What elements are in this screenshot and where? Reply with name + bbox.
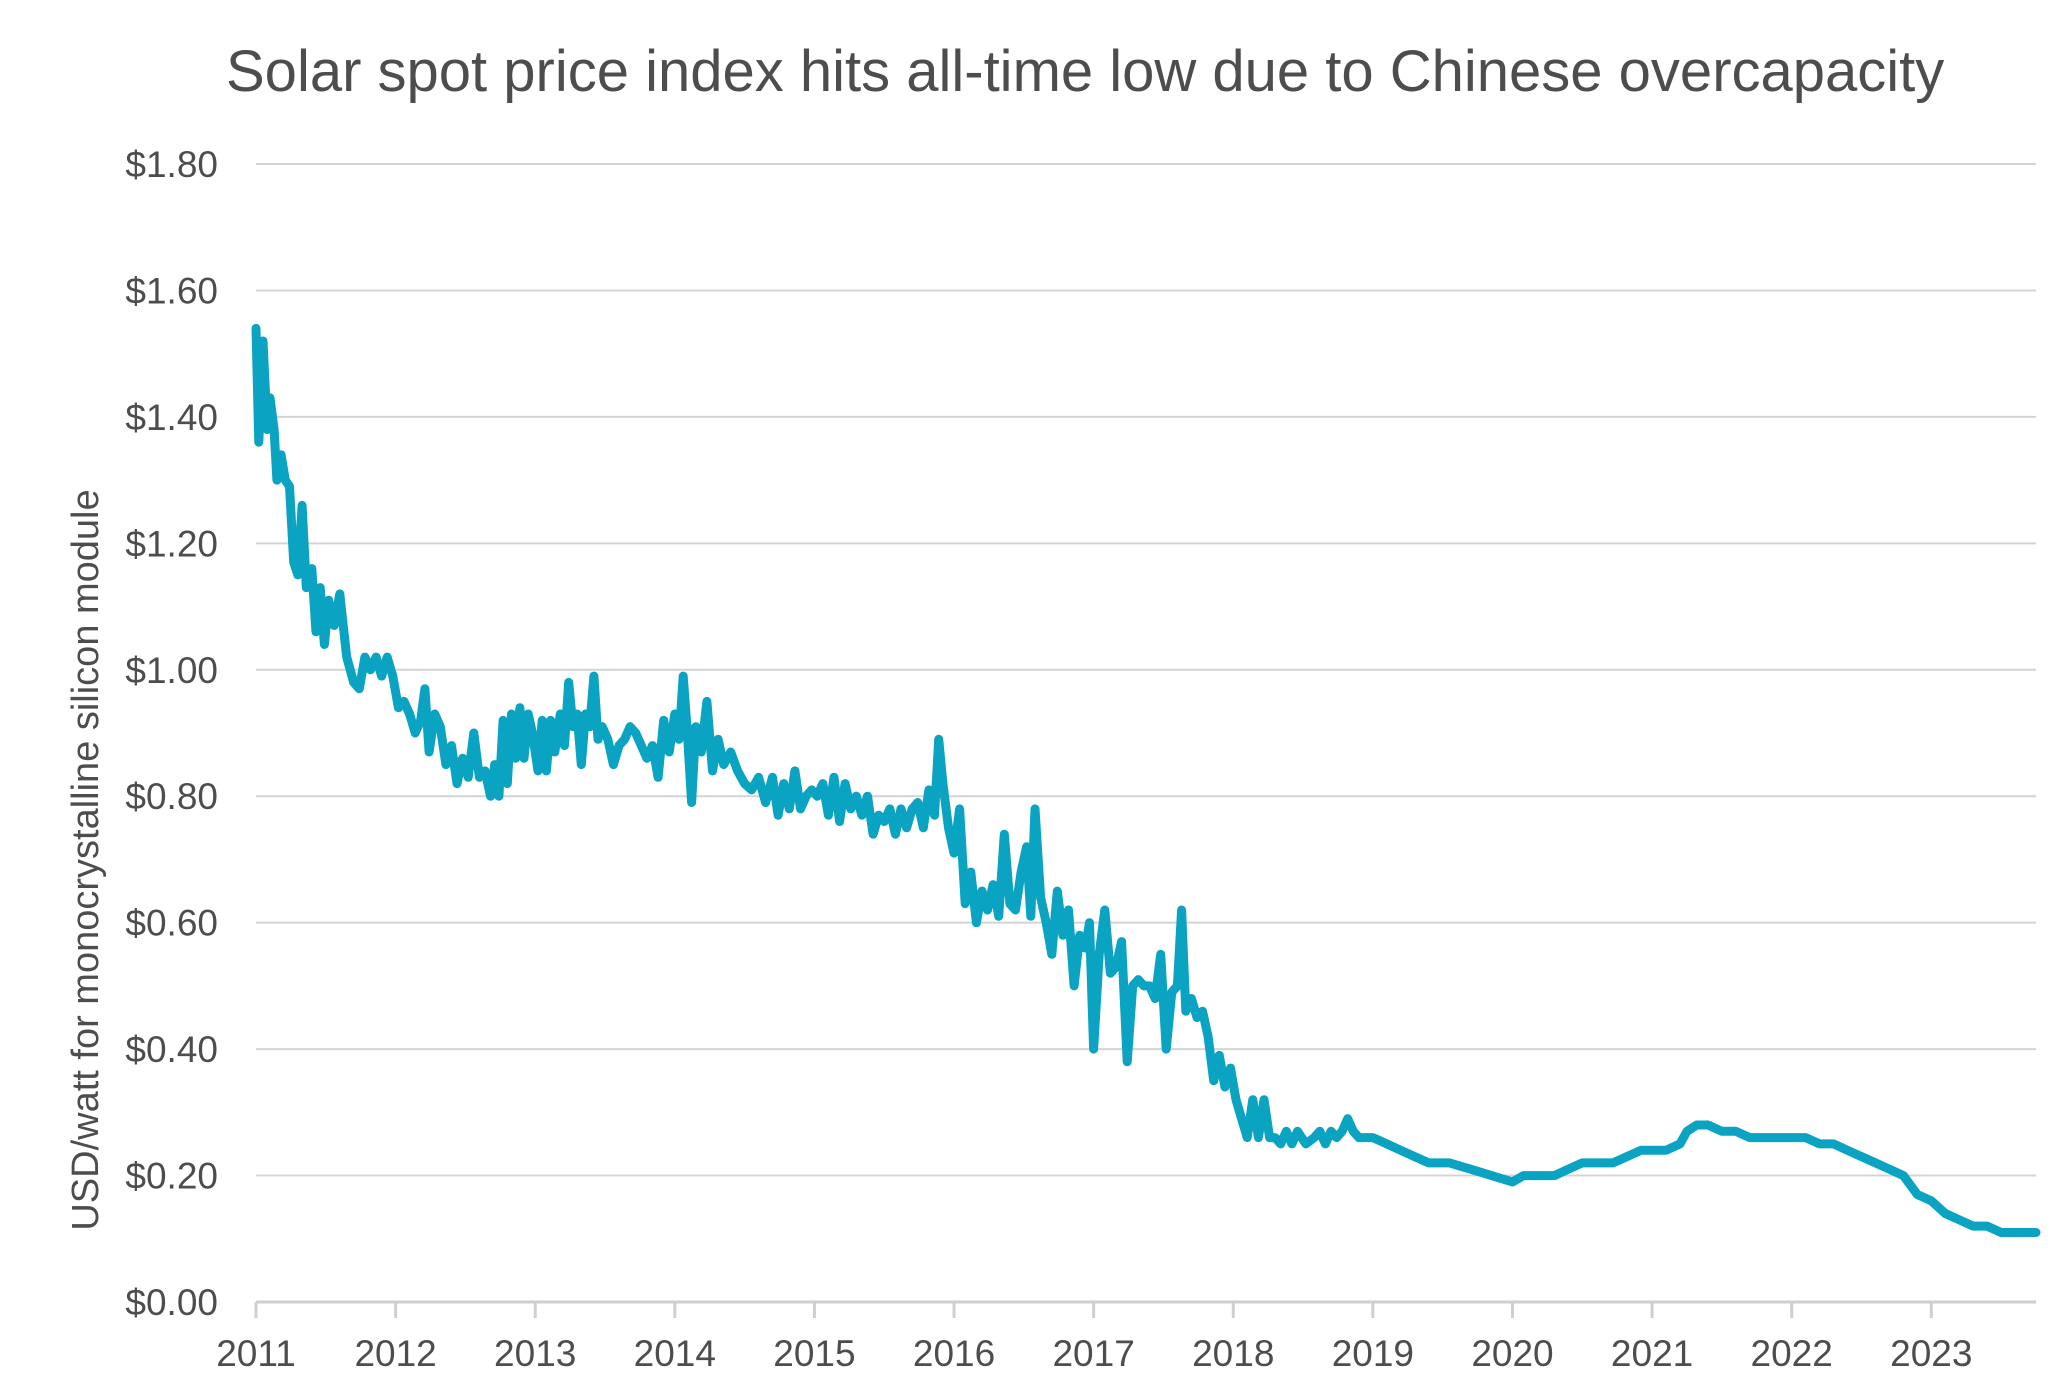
y-tick-label: $0.60 bbox=[125, 903, 218, 944]
x-tick-label: 2023 bbox=[1890, 1333, 1972, 1374]
y-tick-label: $1.40 bbox=[125, 397, 218, 438]
y-tick-label: $1.20 bbox=[125, 523, 218, 564]
x-tick-label: 2022 bbox=[1751, 1333, 1833, 1374]
x-tick-label: 2020 bbox=[1471, 1333, 1553, 1374]
chart-title: Solar spot price index hits all-time low… bbox=[226, 39, 1945, 104]
x-tick-label: 2019 bbox=[1332, 1333, 1414, 1374]
y-tick-label: $1.00 bbox=[125, 650, 218, 691]
x-tick-label: 2015 bbox=[773, 1333, 855, 1374]
x-tick-label: 2017 bbox=[1052, 1333, 1134, 1374]
x-tick-label: 2012 bbox=[354, 1333, 436, 1374]
series-layer bbox=[251, 323, 2041, 1237]
y-tick-label: $0.40 bbox=[125, 1029, 218, 1070]
y-axis-tick-labels: $0.00 $0.20 $0.40 $0.60 $0.80 $1.00 $1.20 $1.40… bbox=[125, 144, 218, 1323]
y-tick-label: $0.80 bbox=[125, 776, 218, 817]
x-tick-label: 2011 bbox=[216, 1333, 296, 1374]
y-tick-label: $1.80 bbox=[125, 144, 218, 185]
series-line-price-index bbox=[251, 323, 2041, 1237]
y-tick-label: $0.20 bbox=[125, 1156, 218, 1197]
y-axis-title: USD/watt for monocrystalline silicon mod… bbox=[65, 489, 107, 1230]
y-tick-label: $0.00 bbox=[125, 1282, 218, 1323]
x-tick-label: 2013 bbox=[494, 1333, 576, 1374]
x-tick-label: 2021 bbox=[1611, 1333, 1693, 1374]
x-tick-label: 2014 bbox=[634, 1333, 716, 1374]
x-tick-label: 2018 bbox=[1192, 1333, 1274, 1374]
x-axis: 2011 2012 2013 2014 2015 2016 2017 2018 2019 2020… bbox=[216, 1300, 2036, 1374]
gridlines bbox=[256, 163, 2036, 1177]
x-tick-label: 2016 bbox=[913, 1333, 995, 1374]
y-tick-label: $1.60 bbox=[125, 270, 218, 311]
